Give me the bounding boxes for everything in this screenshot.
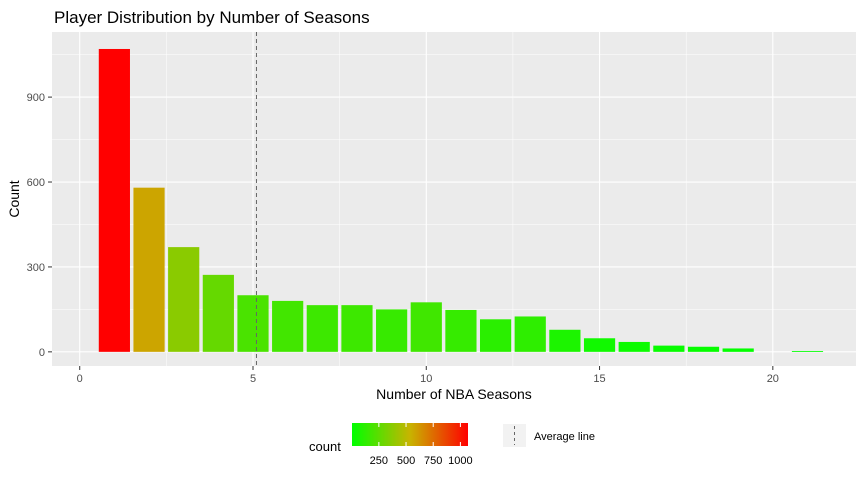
legend-colorbar — [352, 423, 468, 446]
bar — [722, 348, 754, 352]
chart-title: Player Distribution by Number of Seasons — [54, 8, 370, 27]
bar — [306, 305, 338, 352]
bar — [376, 309, 408, 352]
bar — [272, 300, 304, 352]
bars — [98, 48, 824, 352]
bar — [445, 309, 477, 352]
bar — [653, 345, 685, 352]
bar — [168, 247, 200, 352]
bar — [98, 48, 130, 352]
legend-fill-title: count — [309, 439, 341, 454]
bar — [410, 302, 442, 352]
bar — [133, 187, 165, 352]
legend-line-label: Average line — [534, 431, 595, 443]
bar — [687, 346, 720, 352]
y-axis: 0 300 600 900 — [27, 92, 52, 359]
bar — [791, 350, 824, 352]
y-tick-label: 900 — [27, 92, 45, 104]
legend-breaks: 250 500 750 1000 — [370, 423, 473, 467]
legend-line-key — [503, 424, 526, 447]
bar — [549, 329, 581, 352]
bar — [618, 341, 650, 352]
x-tick-label: 0 — [77, 373, 83, 385]
legend: count 250 500 750 1000 Average line — [309, 423, 595, 467]
x-tick-label: 15 — [593, 373, 605, 385]
bar — [479, 319, 512, 352]
bar — [202, 274, 234, 352]
y-tick-label: 600 — [27, 177, 45, 189]
y-tick-label: 0 — [39, 347, 45, 359]
x-tick-label: 10 — [420, 373, 432, 385]
y-axis-title: Count — [6, 180, 22, 217]
y-tick-label: 300 — [27, 262, 45, 274]
legend-break-label: 250 — [370, 455, 388, 467]
x-axis: 0 5 10 15 20 — [77, 366, 779, 385]
legend-break-label: 1000 — [448, 455, 472, 467]
legend-break-label: 750 — [424, 455, 442, 467]
x-axis-title: Number of NBA Seasons — [376, 386, 532, 402]
x-tick-label: 5 — [250, 373, 256, 385]
x-tick-label: 20 — [767, 373, 779, 385]
bar — [341, 305, 373, 352]
bar — [514, 316, 546, 352]
bar — [583, 338, 616, 352]
legend-break-label: 500 — [397, 455, 415, 467]
bar — [237, 295, 269, 352]
